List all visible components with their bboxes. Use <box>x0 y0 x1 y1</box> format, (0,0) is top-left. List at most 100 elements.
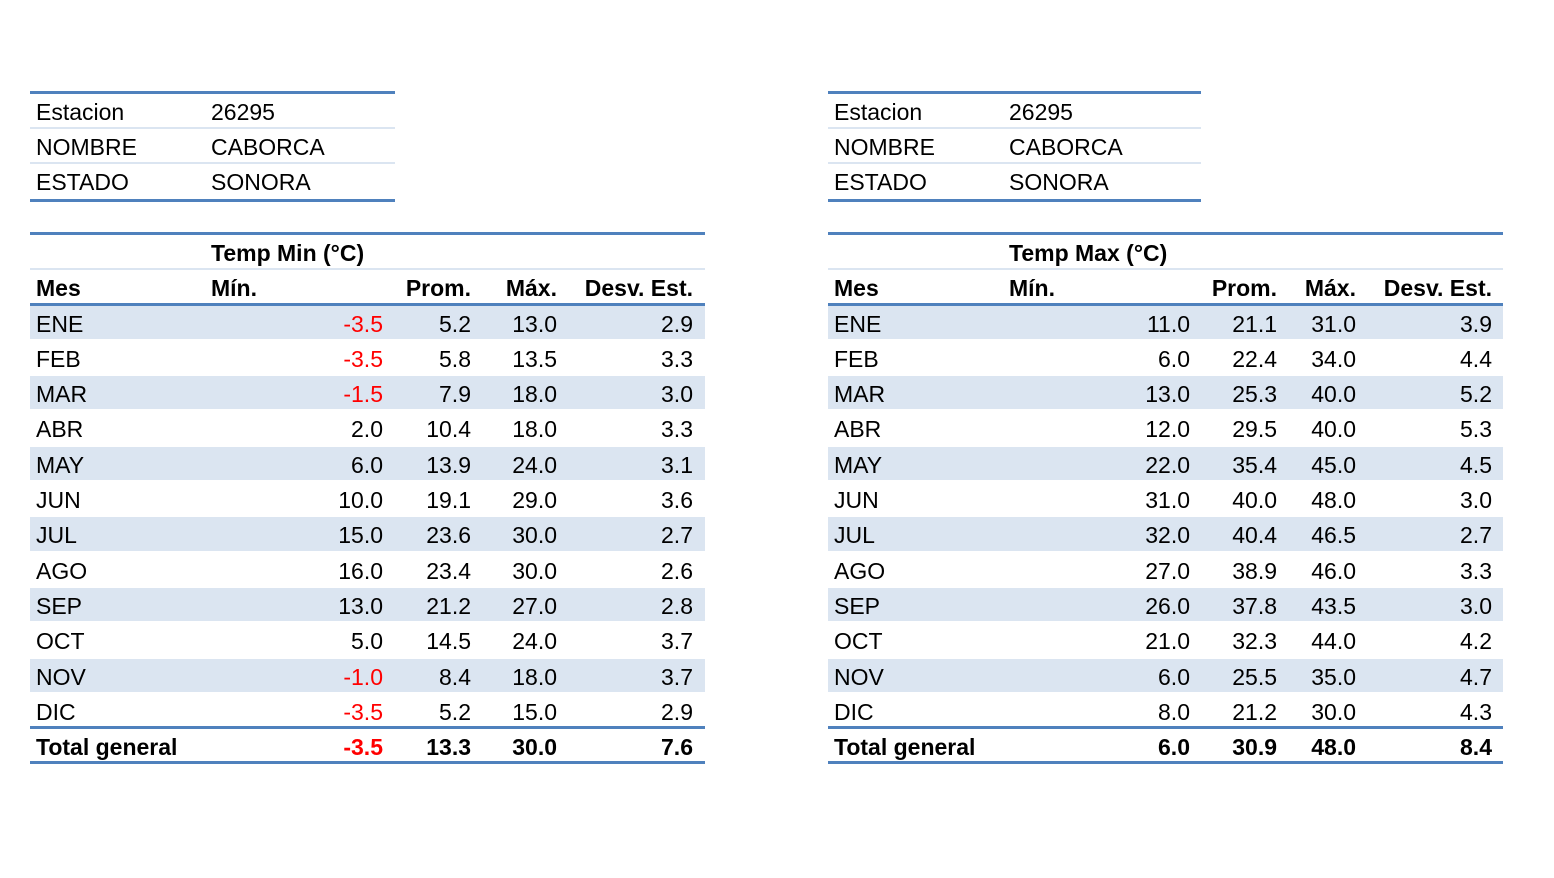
table-row: ENE 11.0 21.1 31.0 3.9 <box>828 305 1503 341</box>
table-row: AGO 27.0 38.9 46.0 3.3 <box>828 553 1503 588</box>
table-row: JUL 15.0 23.6 30.0 2.7 <box>30 517 705 553</box>
month-cell: DIC <box>36 698 76 725</box>
prom-cell: 8.4 <box>439 663 471 690</box>
min-cell: 26.0 <box>1145 592 1190 619</box>
column-header-max: Máx. <box>1304 275 1356 302</box>
station-label: Estacion <box>834 99 923 125</box>
min-cell: 8.0 <box>1158 698 1190 725</box>
table-row: MAY 22.0 35.4 45.0 4.5 <box>828 446 1503 483</box>
max-cell: 27.0 <box>512 592 557 619</box>
prom-cell: 10.4 <box>426 416 471 443</box>
prom-cell: 38.9 <box>1232 557 1277 584</box>
max-cell: 24.0 <box>512 628 557 655</box>
prom-cell: 21.2 <box>1232 698 1277 725</box>
max-cell: 35.0 <box>1311 663 1356 690</box>
max-cell: 40.0 <box>1311 416 1356 443</box>
min-cell: 31.0 <box>1145 487 1190 514</box>
month-cell: ABR <box>834 416 882 443</box>
month-cell: FEB <box>834 345 879 372</box>
table-row: JUN 10.0 19.1 29.0 3.6 <box>30 482 705 518</box>
desv-cell: 3.0 <box>661 381 693 408</box>
total-desv-cell: 7.6 <box>661 734 693 761</box>
max-cell: 18.0 <box>512 416 557 443</box>
prom-cell: 13.9 <box>426 451 471 478</box>
prom-cell: 23.4 <box>426 557 471 584</box>
min-cell: 21.0 <box>1145 628 1190 655</box>
max-cell: 13.5 <box>512 345 557 372</box>
desv-cell: 4.7 <box>1460 663 1492 690</box>
month-cell: AGO <box>834 557 886 584</box>
total-row: Total general -3.5 13.3 30.0 7.6 <box>30 729 705 765</box>
column-header-min: Mín. <box>211 275 257 302</box>
desv-cell: 3.0 <box>1460 487 1492 514</box>
table-row: MAR -1.5 7.9 18.0 3.0 <box>30 376 705 412</box>
table-title-row: Temp Max (°C) <box>828 235 1503 271</box>
station-value: SONORA <box>211 169 311 195</box>
max-cell: 45.0 <box>1311 451 1356 478</box>
prom-cell: 7.9 <box>439 381 471 408</box>
month-cell: ABR <box>36 416 84 443</box>
total-prom-cell: 13.3 <box>426 734 471 761</box>
station-info-left: Estacion 26295 NOMBRE CABORCA ESTADO SON… <box>30 91 395 202</box>
max-cell: 30.0 <box>512 557 557 584</box>
prom-cell: 25.3 <box>1232 381 1277 408</box>
station-value: 26295 <box>211 99 275 125</box>
column-header-prom: Prom. <box>1211 275 1277 302</box>
desv-cell: 2.7 <box>661 522 693 549</box>
total-min-cell: -3.5 <box>343 734 383 761</box>
table-title: Temp Min (°C) <box>211 240 365 266</box>
prom-cell: 32.3 <box>1232 628 1277 655</box>
table-row: ABR 12.0 29.5 40.0 5.3 <box>828 411 1503 447</box>
station-value: SONORA <box>1009 169 1109 195</box>
desv-cell: 4.3 <box>1460 698 1492 725</box>
month-cell: FEB <box>36 345 81 372</box>
max-cell: 34.0 <box>1311 345 1356 372</box>
station-value: 26295 <box>1009 99 1073 125</box>
max-cell: 15.0 <box>512 698 557 725</box>
month-cell: MAY <box>36 451 85 478</box>
station-value: CABORCA <box>211 134 325 160</box>
max-cell: 18.0 <box>512 663 557 690</box>
station-label: ESTADO <box>36 169 129 195</box>
month-cell: JUN <box>834 487 879 514</box>
month-cell: OCT <box>834 628 883 655</box>
column-header-row: Mes Mín. Prom. Máx. Desv. Est. <box>828 270 1503 306</box>
month-cell: NOV <box>36 663 86 690</box>
min-cell: 5.0 <box>351 628 383 655</box>
station-label: ESTADO <box>834 169 927 195</box>
min-cell: 11.0 <box>1146 310 1190 337</box>
table-row: SEP 13.0 21.2 27.0 2.8 <box>30 587 705 624</box>
prom-cell: 37.8 <box>1232 592 1277 619</box>
prom-cell: 14.5 <box>426 628 471 655</box>
max-cell: 43.5 <box>1311 592 1356 619</box>
prom-cell: 21.2 <box>426 592 471 619</box>
station-row: NOMBRE CABORCA <box>30 129 395 164</box>
table-row: AGO 16.0 23.4 30.0 2.6 <box>30 553 705 588</box>
table-row: MAY 6.0 13.9 24.0 3.1 <box>30 446 705 483</box>
desv-cell: 4.5 <box>1460 451 1492 478</box>
prom-cell: 22.4 <box>1232 345 1277 372</box>
table-row: OCT 5.0 14.5 24.0 3.7 <box>30 623 705 659</box>
month-cell: JUL <box>36 522 77 549</box>
desv-cell: 2.9 <box>661 698 693 725</box>
station-value: CABORCA <box>1009 134 1123 160</box>
table-row: MAR 13.0 25.3 40.0 5.2 <box>828 376 1503 412</box>
desv-cell: 2.6 <box>661 557 693 584</box>
desv-cell: 3.3 <box>661 345 693 372</box>
column-header-prom: Prom. <box>405 275 471 302</box>
station-row: NOMBRE CABORCA <box>828 129 1201 164</box>
station-info-right: Estacion 26295 NOMBRE CABORCA ESTADO SON… <box>828 91 1201 202</box>
desv-cell: 3.3 <box>1460 557 1492 584</box>
min-cell: 2.0 <box>351 416 383 443</box>
total-max-cell: 48.0 <box>1311 734 1356 761</box>
month-cell: AGO <box>36 557 88 584</box>
min-cell: 6.0 <box>1158 663 1190 690</box>
min-cell: 6.0 <box>351 451 383 478</box>
max-cell: 30.0 <box>1311 698 1356 725</box>
min-cell: -1.5 <box>343 381 383 408</box>
table-row: ABR 2.0 10.4 18.0 3.3 <box>30 411 705 447</box>
desv-cell: 3.7 <box>661 663 693 690</box>
min-cell: 13.0 <box>338 592 383 619</box>
max-cell: 40.0 <box>1311 381 1356 408</box>
desv-cell: 3.6 <box>661 487 693 514</box>
